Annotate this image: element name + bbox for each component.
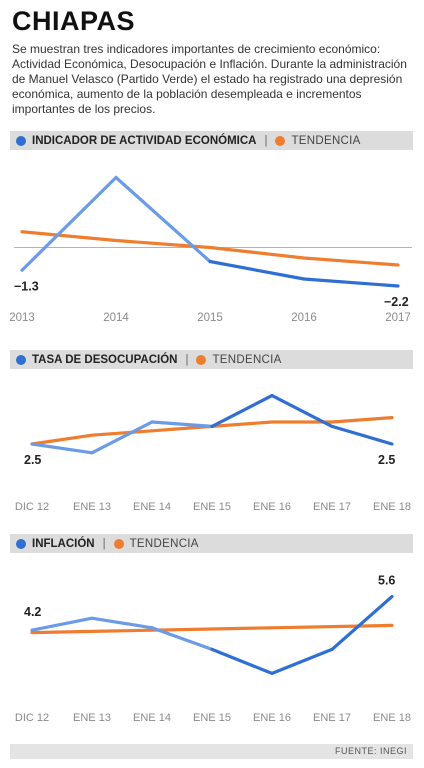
- series-segment: [30, 616, 94, 632]
- chart-inflacion: 4.2 5.6 DIC 12 ENE 13 ENE 14 ENE 15 ENE 16 ENE …: [15, 574, 411, 724]
- series-segment: [208, 259, 306, 281]
- x-tick-label: ENE 17: [313, 712, 351, 724]
- trend-legend-label: TENDENCIA: [129, 537, 199, 550]
- header-separator: |: [264, 134, 268, 147]
- data-label: −2.2: [384, 295, 409, 309]
- trend-dot-icon: [113, 538, 124, 549]
- trend-line: [30, 415, 394, 446]
- x-tick-label: 2013: [9, 312, 35, 324]
- trend-dot-icon: [275, 135, 286, 146]
- x-tick-label: 2016: [291, 312, 317, 324]
- series-segment: [30, 442, 94, 455]
- trend-legend-label: TENDENCIA: [212, 353, 282, 366]
- x-tick-label: ENE 13: [73, 501, 111, 513]
- data-label: 2.5: [24, 453, 41, 467]
- x-tick-label: ENE 16: [253, 712, 291, 724]
- chart-header-inflacion: INFLACIÓN | TENDENCIA: [10, 534, 413, 553]
- series-segment: [330, 594, 394, 652]
- series-segment: [270, 647, 334, 676]
- series-segment: [90, 616, 154, 630]
- data-label: 5.6: [378, 574, 395, 588]
- series-segment: [150, 420, 214, 429]
- series-segment: [20, 175, 118, 272]
- series-segment: [270, 394, 334, 429]
- x-tick-label: ENE 17: [313, 501, 351, 513]
- data-label: 4.2: [24, 605, 41, 619]
- series-dot-icon: [16, 354, 26, 365]
- page-title: CHIAPAS: [12, 6, 136, 36]
- series-dot-icon: [16, 538, 26, 549]
- series-segment: [150, 626, 214, 652]
- trend-line: [30, 623, 394, 635]
- x-tick-label: DIC 12: [15, 501, 49, 513]
- chart-header-actividad: INDICADOR DE ACTIVIDAD ECONÓMICA | TENDE…: [10, 131, 413, 150]
- header-separator: |: [185, 353, 189, 366]
- data-label: 2.5: [378, 453, 395, 467]
- x-tick-label: ENE 13: [73, 712, 111, 724]
- data-label: −1.3: [14, 279, 39, 293]
- x-tick-label: 2015: [197, 312, 223, 324]
- series-segment: [90, 420, 154, 455]
- x-tick-label: ENE 14: [133, 712, 171, 724]
- chart-actividad-economica: −1.3 −2.2 2013 2014 2015 2016 2017: [9, 175, 412, 324]
- series-segment: [302, 277, 400, 288]
- x-tick-label: ENE 16: [253, 501, 291, 513]
- source-note: FUENTE: INEGI: [10, 744, 413, 759]
- x-tick-label: ENE 15: [193, 712, 231, 724]
- x-tick-label: ENE 14: [133, 501, 171, 513]
- series-segment: [210, 394, 274, 429]
- x-tick-label: ENE 15: [193, 501, 231, 513]
- trend-line: [20, 230, 400, 267]
- chart-tasa-desocupacion: 2.5 2.5 DIC 12 ENE 13 ENE 14 ENE 15 ENE 16 ENE …: [15, 394, 411, 513]
- x-tick-label: 2017: [385, 312, 411, 324]
- chart-title: INDICADOR DE ACTIVIDAD ECONÓMICA: [32, 134, 257, 147]
- chart-title: INFLACIÓN: [32, 537, 95, 550]
- header-separator: |: [102, 537, 106, 550]
- series-segment: [210, 647, 274, 676]
- x-tick-label: ENE 18: [373, 501, 411, 513]
- trend-legend-label: TENDENCIA: [291, 134, 361, 147]
- series-segment: [330, 424, 394, 446]
- x-tick-label: 2014: [103, 312, 129, 324]
- intro-text: Se muestran tres indicadores importantes…: [12, 42, 407, 116]
- series-segment: [114, 175, 212, 264]
- trend-dot-icon: [196, 354, 207, 365]
- x-tick-label: DIC 12: [15, 712, 49, 724]
- chart-title: TASA DE DESOCUPACIÓN: [32, 353, 178, 366]
- chart-header-desocupacion: TASA DE DESOCUPACIÓN | TENDENCIA: [10, 350, 413, 369]
- x-tick-label: ENE 18: [373, 712, 411, 724]
- series-dot-icon: [16, 135, 26, 146]
